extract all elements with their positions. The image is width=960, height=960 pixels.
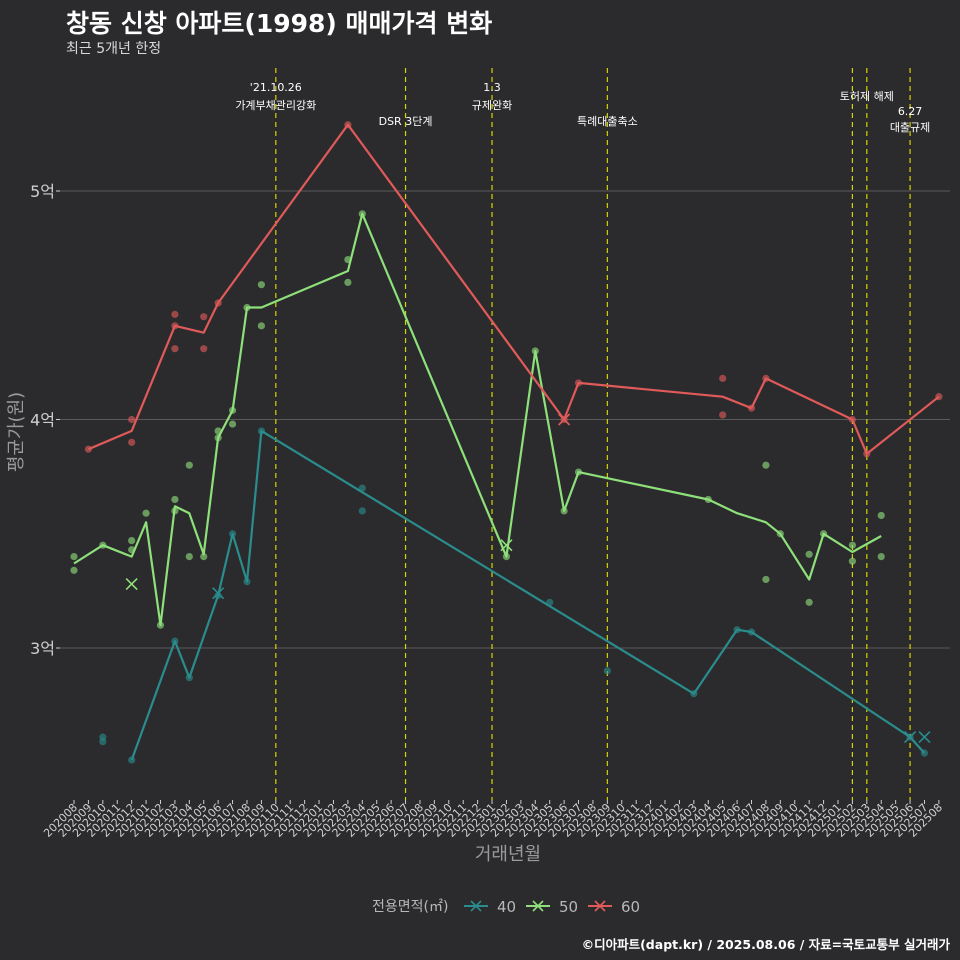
event-label: 가계부채관리강화 — [235, 99, 316, 112]
grid — [60, 190, 950, 649]
data-point-50 — [344, 278, 352, 286]
data-point-50 — [805, 550, 813, 558]
legend: 전용면적(㎡) 40 50 60 — [372, 898, 640, 916]
chart-title: 창동 신창 아파트(1998) 매매가격 변화 — [66, 9, 493, 38]
y-tick-label: 3억 — [30, 639, 55, 658]
data-point-50 — [228, 420, 237, 428]
data-point-50 — [257, 322, 265, 330]
x-marker-40 — [918, 731, 931, 744]
data-point-50 — [70, 553, 78, 561]
data-point-60 — [128, 438, 136, 446]
event-label: 특례대출축소 — [577, 115, 638, 128]
x-axis-title: 거래년월 — [475, 844, 541, 865]
y-tick-label: 4억 — [30, 411, 55, 430]
data-point-50 — [848, 541, 857, 549]
event-label: 6.27 — [898, 105, 923, 118]
data-point-40 — [603, 667, 611, 675]
data-point-50 — [805, 598, 813, 606]
data-point-60 — [171, 345, 179, 353]
event-label: 규제완화 — [472, 99, 512, 112]
x-marker-60 — [558, 413, 571, 426]
data-point-60 — [719, 411, 727, 419]
x-marker-40 — [904, 731, 917, 744]
data-point-60 — [128, 415, 136, 424]
data-point-40 — [99, 738, 107, 746]
data-point-50 — [877, 553, 885, 561]
data-point-50 — [877, 511, 885, 520]
series-line-50 — [73, 212, 882, 627]
legend-entry-40: 40 — [497, 898, 516, 916]
event-label: '21.10.26 — [250, 81, 302, 94]
data-point-50 — [185, 553, 193, 561]
data-point-50 — [70, 566, 78, 574]
data-point-50 — [128, 537, 136, 545]
series — [70, 121, 943, 764]
series-line-60 — [87, 123, 940, 455]
legend-x-marker-60 — [594, 900, 606, 912]
series-line-40 — [130, 429, 926, 761]
data-point-50 — [762, 575, 770, 584]
legend-x-marker-50 — [532, 900, 544, 912]
legend-title: 전용면적(㎡) — [372, 899, 448, 915]
legend-x-marker-40 — [470, 900, 482, 912]
event-label: 1.3 — [483, 81, 501, 94]
data-point-50 — [762, 461, 770, 469]
data-point-50 — [142, 509, 150, 517]
legend-entry-50: 50 — [559, 898, 578, 916]
data-point-50 — [848, 557, 857, 565]
data-point-60 — [200, 313, 208, 321]
chart-subtitle: 최근 5개년 한정 — [66, 41, 162, 57]
data-point-60 — [200, 345, 208, 353]
x-marker-50 — [125, 577, 138, 591]
data-point-50 — [200, 553, 208, 561]
event-label: DSR 3단계 — [379, 115, 433, 128]
y-tick-label: 5억 — [30, 182, 55, 201]
x-marker-50 — [500, 539, 513, 552]
data-point-40 — [358, 507, 366, 515]
data-point-50 — [257, 281, 265, 289]
data-point-60 — [719, 374, 727, 382]
source-caption: ©디아파트(dapt.kr) / 2025.08.06 / 자료=국토교통부 실… — [581, 937, 950, 952]
y-axis-title: 평균가(원) — [6, 392, 27, 472]
axes: 3억4억5억2020082020092020102020112020122021… — [6, 182, 945, 865]
data-point-60 — [171, 310, 179, 318]
data-point-50 — [185, 461, 193, 469]
legend-entry-60: 60 — [621, 898, 640, 916]
data-point-50 — [171, 495, 179, 504]
event-label: 대출규제 — [890, 121, 930, 134]
event-label: 토허제 해제 — [840, 89, 894, 103]
x-marker-40 — [212, 587, 225, 600]
